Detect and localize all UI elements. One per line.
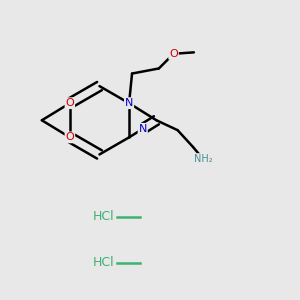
- Text: N: N: [125, 98, 133, 108]
- Text: O: O: [169, 49, 178, 59]
- Text: HCl: HCl: [93, 210, 114, 224]
- Text: HCl: HCl: [93, 256, 114, 269]
- Text: NH₂: NH₂: [194, 154, 212, 164]
- Text: O: O: [65, 132, 74, 142]
- Text: N: N: [139, 124, 147, 134]
- Text: O: O: [65, 98, 74, 108]
